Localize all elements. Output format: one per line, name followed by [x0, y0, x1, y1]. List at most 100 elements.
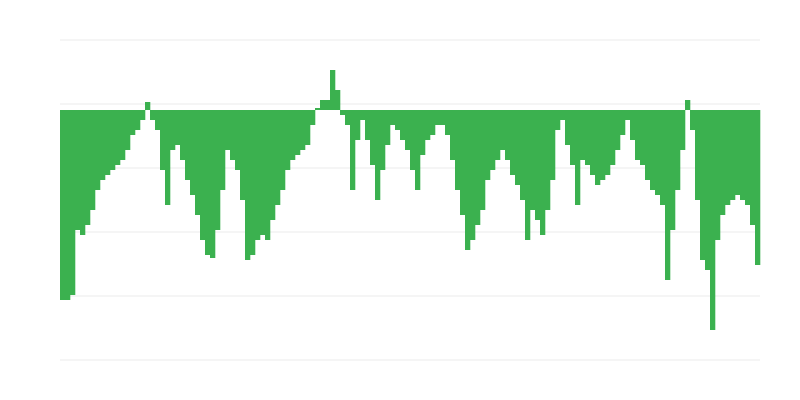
- bar: [645, 110, 651, 180]
- bar: [190, 110, 196, 195]
- bar: [695, 110, 701, 200]
- bar: [520, 110, 526, 200]
- bar: [235, 110, 241, 170]
- bar: [735, 110, 741, 195]
- bar: [165, 110, 171, 205]
- bar: [445, 110, 451, 135]
- bar: [565, 110, 571, 145]
- bar: [215, 110, 221, 230]
- bar: [110, 110, 116, 170]
- bar: [550, 110, 556, 180]
- bar: [275, 110, 281, 205]
- bar: [515, 110, 521, 185]
- bar: [685, 100, 691, 110]
- bar: [350, 110, 356, 190]
- bar: [480, 110, 486, 210]
- bar: [505, 110, 511, 160]
- bar: [495, 110, 501, 160]
- bar: [460, 110, 466, 215]
- bar: [545, 110, 551, 210]
- bar: [485, 110, 491, 180]
- bar: [490, 110, 496, 170]
- bar: [240, 110, 246, 200]
- bar: [745, 110, 751, 205]
- bar: [360, 110, 366, 120]
- bar: [755, 110, 761, 265]
- bar: [655, 110, 661, 195]
- bar: [705, 110, 711, 270]
- bar: [385, 110, 391, 145]
- bar: [125, 110, 131, 150]
- bar: [345, 110, 351, 125]
- bar: [60, 110, 66, 300]
- bar: [510, 110, 516, 175]
- bar: [290, 110, 296, 160]
- bar: [295, 110, 301, 155]
- bar: [415, 110, 421, 190]
- bar: [555, 110, 561, 130]
- bar: [740, 110, 746, 200]
- bar: [435, 110, 441, 125]
- bar: [590, 110, 596, 175]
- bar: [405, 110, 411, 150]
- bar: [750, 110, 756, 225]
- bar: [265, 110, 271, 240]
- bar: [120, 110, 126, 160]
- bar: [680, 110, 686, 150]
- bar: [70, 110, 76, 295]
- bar: [670, 110, 676, 230]
- bar: [450, 110, 456, 160]
- bar: [720, 110, 726, 215]
- bar: [75, 110, 81, 230]
- bar: [330, 70, 336, 110]
- bar: [225, 110, 231, 150]
- bar: [710, 110, 716, 330]
- bar: [370, 110, 376, 165]
- bar: [250, 110, 256, 255]
- bar: [230, 110, 236, 160]
- bar: [115, 110, 121, 165]
- bar: [390, 110, 396, 125]
- bar: [630, 110, 636, 140]
- bar: [140, 110, 146, 120]
- bar: [155, 110, 161, 130]
- bar: [650, 110, 656, 190]
- bar: [715, 110, 721, 240]
- bar: [425, 110, 431, 140]
- bar: [65, 110, 71, 300]
- bar: [535, 110, 541, 220]
- bar: [470, 110, 476, 240]
- bar: [610, 110, 616, 165]
- bar: [255, 110, 261, 240]
- bar: [85, 110, 91, 225]
- bar: [280, 110, 286, 190]
- bar: [570, 110, 576, 165]
- bar: [595, 110, 601, 185]
- bar: [310, 110, 316, 125]
- bar: [635, 110, 641, 160]
- bar: [690, 110, 696, 130]
- bar: [380, 110, 386, 170]
- bar: [305, 110, 311, 145]
- bar: [600, 110, 606, 180]
- bar: [465, 110, 471, 250]
- bar: [170, 110, 176, 150]
- bar: [625, 110, 631, 120]
- bar: [395, 110, 401, 130]
- bar: [90, 110, 96, 210]
- bar: [605, 110, 611, 175]
- bar: [270, 110, 276, 220]
- bar: [675, 110, 681, 190]
- bar: [260, 110, 266, 235]
- bar: [300, 110, 306, 150]
- bar: [730, 110, 736, 200]
- bar: [340, 110, 346, 115]
- bar: [205, 110, 211, 255]
- bar: [525, 110, 531, 240]
- bar: [100, 110, 106, 180]
- bar: [325, 100, 331, 110]
- bar: [585, 110, 591, 165]
- bar: [105, 110, 111, 175]
- bar: [185, 110, 191, 180]
